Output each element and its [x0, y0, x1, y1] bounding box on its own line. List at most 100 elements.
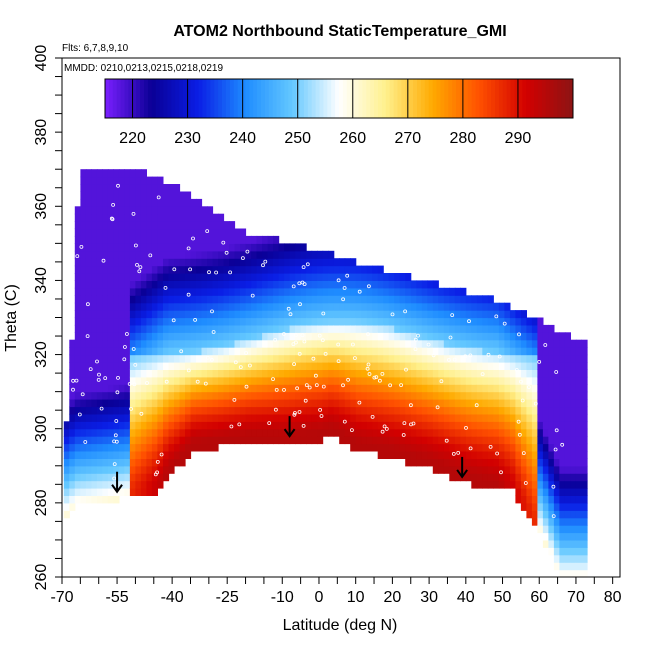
heatmap-cell: [295, 332, 302, 341]
heatmap-cell: [223, 369, 230, 378]
colorbar-swatch: [225, 79, 231, 118]
heatmap-cell: [553, 488, 560, 496]
heatmap-cell: [96, 428, 103, 437]
heatmap-cell: [306, 369, 313, 378]
heatmap-cell: [443, 354, 450, 363]
heatmap-cell: [69, 443, 76, 452]
heatmap-cell: [212, 443, 219, 452]
colorbar-swatch: [537, 79, 543, 118]
heatmap-cell: [113, 369, 120, 378]
heatmap-cell: [498, 339, 505, 348]
heatmap-cell: [559, 532, 566, 541]
heatmap-cell: [383, 310, 390, 319]
heatmap-cell: [185, 235, 192, 244]
heatmap-cell: [96, 273, 103, 281]
heatmap-cell: [410, 458, 417, 467]
heatmap-cell: [570, 532, 577, 541]
heatmap-cell: [344, 399, 351, 408]
heatmap-cell: [377, 362, 384, 370]
heatmap-cell: [212, 421, 219, 430]
heatmap-cell: [564, 421, 571, 430]
heatmap-cell: [295, 436, 302, 445]
heatmap-cell: [151, 347, 158, 356]
heatmap-cell: [476, 332, 483, 341]
y-tick-label: 380: [33, 119, 50, 146]
heatmap-cell: [96, 347, 103, 356]
heatmap-cell: [460, 324, 467, 333]
heatmap-cell: [333, 273, 340, 281]
heatmap-cell: [405, 384, 412, 393]
x-tick-label: 40: [457, 589, 475, 606]
heatmap-cell: [113, 347, 120, 356]
heatmap-cell: [124, 169, 131, 178]
sample-point: [112, 476, 117, 481]
heatmap-cell: [432, 384, 439, 393]
heatmap-cell: [394, 362, 401, 370]
heatmap-cell: [471, 354, 478, 363]
heatmap-cell: [146, 399, 153, 408]
heatmap-cell: [449, 399, 456, 408]
heatmap-cell: [449, 339, 456, 348]
sample-point: [111, 202, 115, 207]
heatmap-cell: [570, 525, 577, 534]
heatmap-cell: [151, 228, 158, 237]
heatmap-cell: [454, 399, 461, 408]
heatmap-cell: [251, 347, 258, 356]
heatmap-cell: [234, 406, 241, 415]
sample-point: [95, 359, 99, 364]
heatmap-cell: [405, 302, 412, 311]
heatmap-cell: [151, 258, 158, 267]
heatmap-cell: [531, 347, 538, 356]
colorbar-swatch: [569, 79, 574, 118]
heatmap-cell: [179, 413, 186, 422]
heatmap-cell: [185, 295, 192, 304]
heatmap-cell: [300, 428, 307, 437]
heatmap-cell: [146, 413, 153, 422]
heatmap-cell: [465, 428, 472, 437]
heatmap-cell: [504, 421, 511, 430]
heatmap-cell: [504, 399, 511, 408]
heatmap-cell: [493, 332, 500, 341]
heatmap-cell: [113, 176, 120, 185]
heatmap-cell: [548, 458, 555, 467]
heatmap-cell: [174, 406, 181, 415]
heatmap-cell: [449, 428, 456, 437]
heatmap-cell: [333, 376, 340, 385]
heatmap-cell: [542, 488, 549, 496]
heatmap-cell: [129, 458, 136, 467]
heatmap-cell: [212, 235, 219, 244]
heatmap-cell: [190, 243, 197, 252]
colorbar-swatch: [545, 79, 551, 118]
heatmap-cell: [256, 250, 263, 259]
heatmap-cell: [416, 421, 423, 430]
heatmap-cell: [350, 317, 357, 326]
heatmap-cell: [69, 473, 76, 482]
heatmap-cell: [151, 310, 158, 319]
heatmap-cell: [427, 443, 434, 452]
heatmap-cell: [537, 339, 544, 348]
heatmap-cell: [179, 235, 186, 244]
heatmap-cell: [240, 243, 247, 252]
heatmap-cell: [185, 399, 192, 408]
heatmap-cell: [377, 443, 384, 452]
heatmap-cell: [542, 465, 549, 474]
heatmap-cell: [416, 458, 423, 467]
sample-point: [370, 414, 375, 419]
heatmap-cell: [383, 369, 390, 378]
heatmap-cell: [85, 451, 92, 459]
colorbar-swatch: [541, 79, 547, 118]
heatmap-cell: [163, 280, 170, 289]
heatmap-cell: [339, 258, 346, 267]
sample-point: [474, 403, 479, 408]
heatmap-cell: [537, 510, 544, 519]
heatmap-cell: [118, 458, 125, 467]
heatmap-cell: [85, 213, 92, 222]
sample-point: [244, 351, 249, 355]
heatmap-cell: [498, 399, 505, 408]
heatmap-cell: [124, 399, 131, 408]
heatmap-cell: [421, 280, 428, 289]
colorbar-swatch: [190, 79, 196, 118]
heatmap-cell: [306, 413, 313, 422]
heatmap-cell: [333, 369, 340, 378]
